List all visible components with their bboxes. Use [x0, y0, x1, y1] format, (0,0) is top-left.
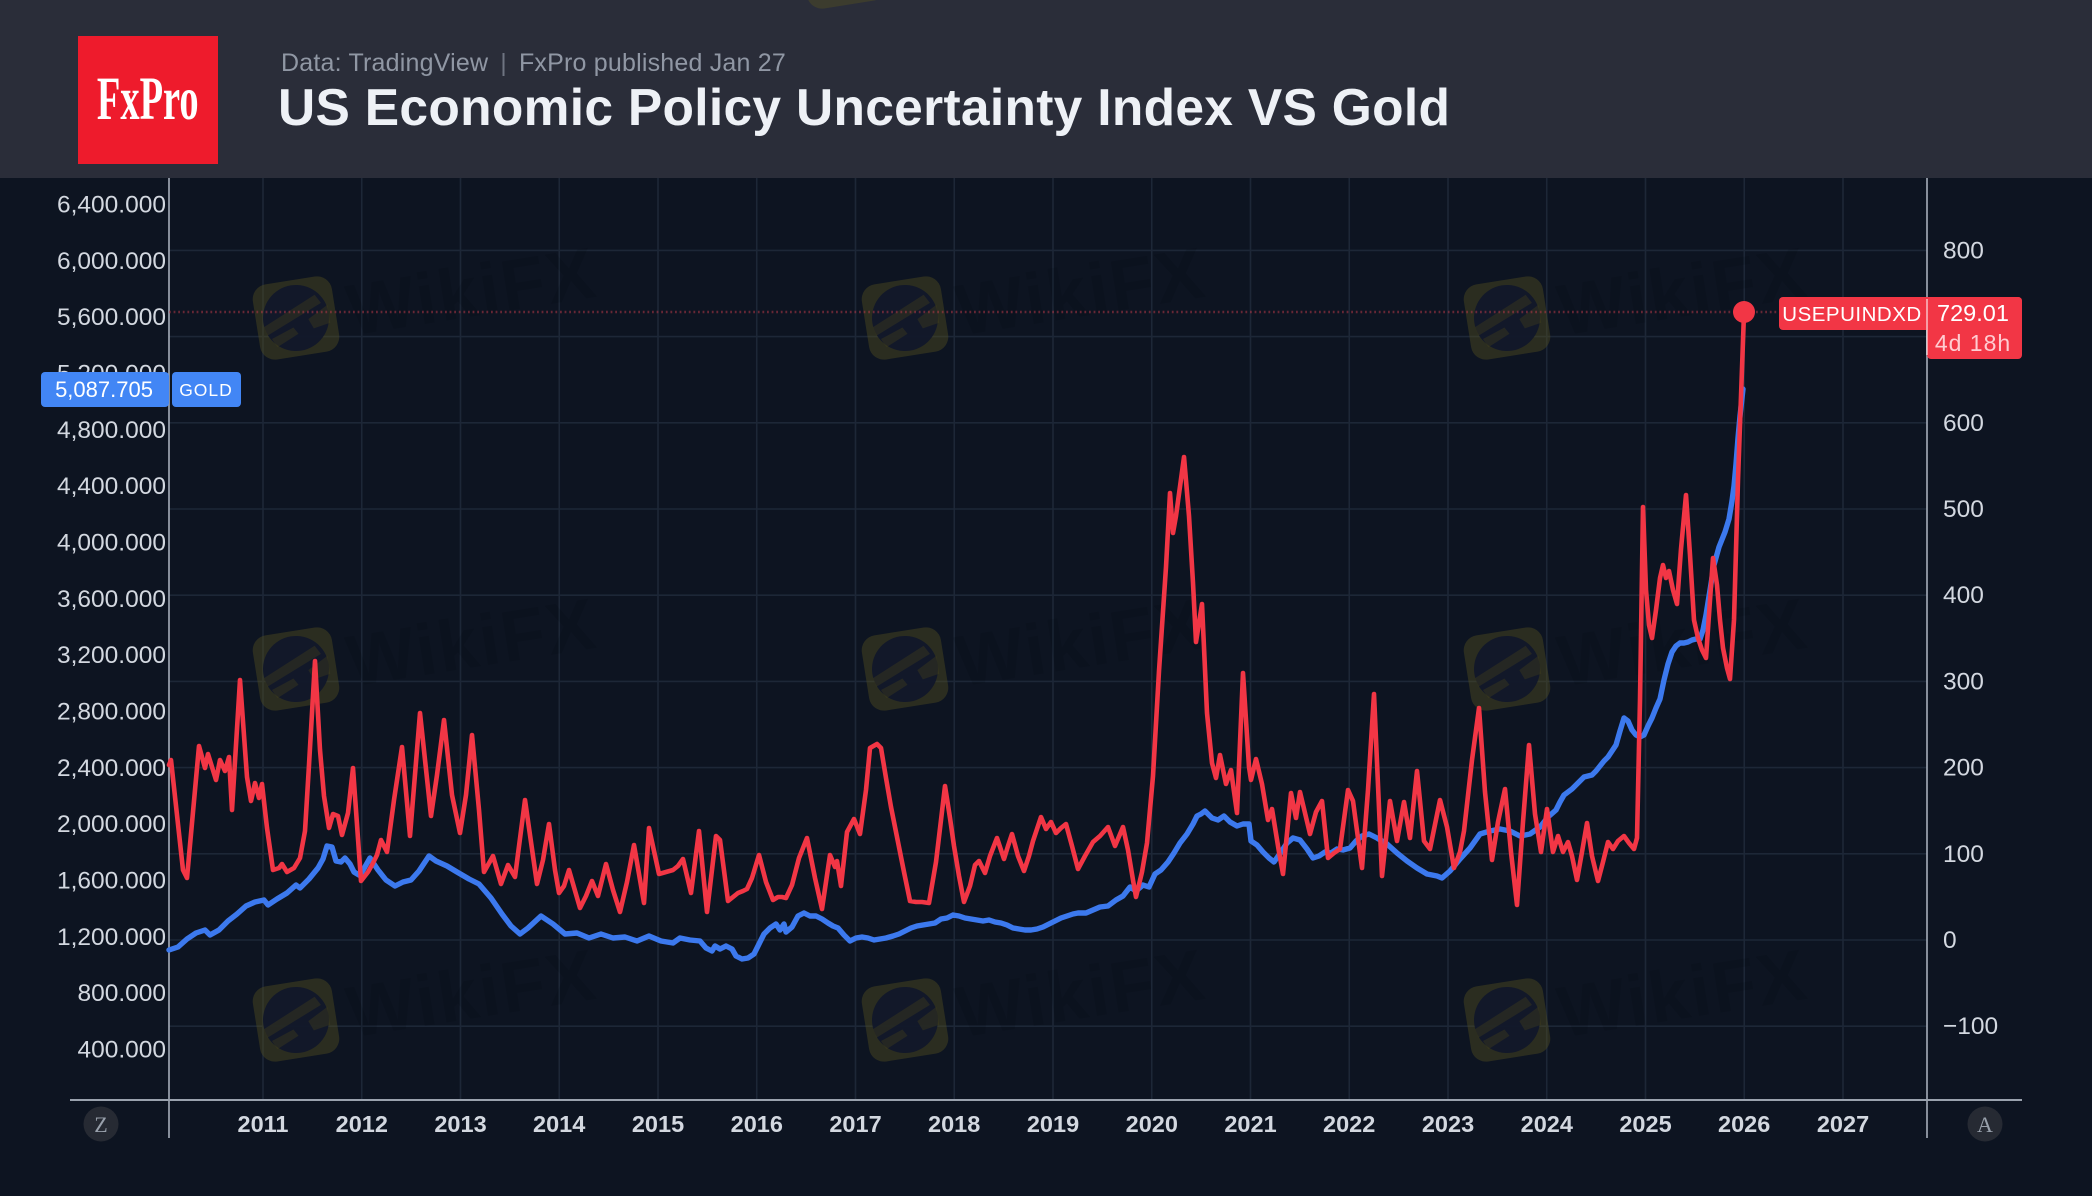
svg-text:2024: 2024: [1521, 1111, 1573, 1137]
svg-text:2014: 2014: [533, 1111, 585, 1137]
svg-text:USEPUINDXD: USEPUINDXD: [1782, 303, 1921, 326]
svg-text:100: 100: [1943, 841, 1984, 868]
svg-text:2,000.000: 2,000.000: [57, 811, 166, 838]
svg-text:2026: 2026: [1718, 1111, 1770, 1137]
svg-text:5,087.705: 5,087.705: [55, 377, 153, 402]
svg-text:4,000.000: 4,000.000: [57, 530, 166, 557]
svg-text:2017: 2017: [829, 1111, 881, 1137]
svg-text:2023: 2023: [1422, 1111, 1474, 1137]
svg-text:2016: 2016: [731, 1111, 783, 1137]
svg-text:Z: Z: [94, 1112, 107, 1137]
svg-text:A: A: [1977, 1112, 1993, 1137]
svg-text:2013: 2013: [434, 1111, 486, 1137]
svg-text:300: 300: [1943, 668, 1984, 695]
svg-text:2,800.000: 2,800.000: [57, 699, 166, 726]
svg-text:400.000: 400.000: [77, 1037, 166, 1064]
svg-text:2021: 2021: [1224, 1111, 1276, 1137]
svg-text:4,400.000: 4,400.000: [57, 473, 166, 500]
svg-text:4d 18h: 4d 18h: [1935, 330, 2011, 356]
svg-text:4,800.000: 4,800.000: [57, 417, 166, 444]
svg-text:2027: 2027: [1817, 1111, 1869, 1137]
svg-text:2018: 2018: [928, 1111, 980, 1137]
svg-text:2,400.000: 2,400.000: [57, 755, 166, 782]
svg-text:400: 400: [1943, 582, 1984, 609]
svg-text:2019: 2019: [1027, 1111, 1079, 1137]
svg-text:2025: 2025: [1619, 1111, 1671, 1137]
svg-text:800.000: 800.000: [77, 980, 166, 1007]
svg-text:0: 0: [1943, 927, 1957, 954]
svg-text:200: 200: [1943, 755, 1984, 782]
svg-text:1,600.000: 1,600.000: [57, 868, 166, 895]
svg-text:2020: 2020: [1126, 1111, 1178, 1137]
svg-text:800: 800: [1943, 237, 1984, 264]
svg-text:3,600.000: 3,600.000: [57, 586, 166, 613]
svg-text:GOLD: GOLD: [179, 380, 233, 400]
svg-text:5,600.000: 5,600.000: [57, 304, 166, 331]
svg-text:2015: 2015: [632, 1111, 684, 1137]
svg-text:2011: 2011: [238, 1111, 289, 1137]
svg-text:500: 500: [1943, 496, 1984, 523]
svg-text:729.01: 729.01: [1937, 300, 2009, 326]
svg-text:600: 600: [1943, 410, 1984, 437]
svg-text:1,200.000: 1,200.000: [57, 924, 166, 951]
svg-text:−100: −100: [1943, 1013, 1998, 1040]
svg-text:2012: 2012: [336, 1111, 388, 1137]
svg-text:6,400.000: 6,400.000: [57, 192, 166, 219]
svg-text:3,200.000: 3,200.000: [57, 642, 166, 669]
svg-text:2022: 2022: [1323, 1111, 1375, 1137]
svg-text:6,000.000: 6,000.000: [57, 248, 166, 275]
